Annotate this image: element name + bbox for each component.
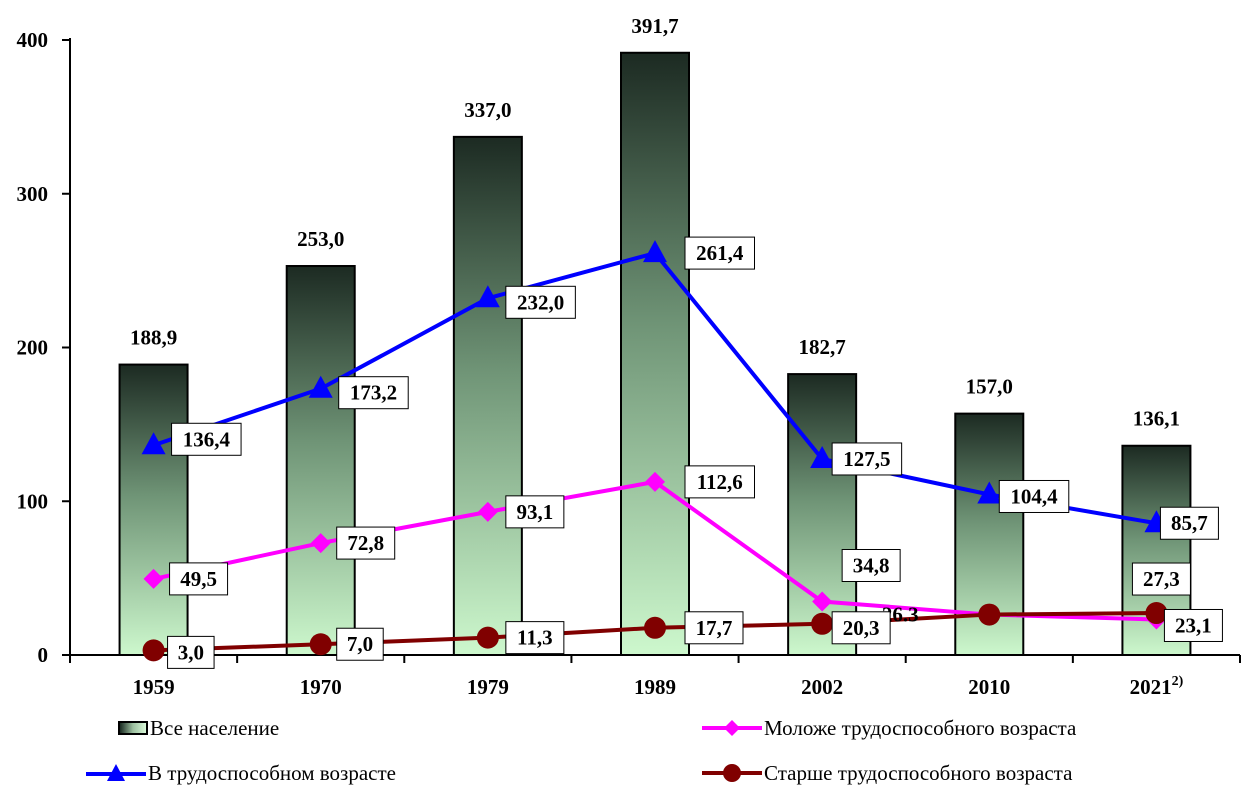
point-label-box <box>171 422 242 456</box>
point-label-box <box>169 562 229 596</box>
point-label-box <box>684 611 744 645</box>
point-label-text: 112,6 <box>697 470 743 494</box>
y-tick-label: 400 <box>17 28 49 52</box>
point-label-box <box>841 548 901 582</box>
series-point <box>142 639 165 662</box>
y-tick-label: 0 <box>38 643 49 667</box>
point-label-box <box>336 627 384 661</box>
series-point <box>309 633 332 656</box>
point-label-text: 3,0 <box>178 640 204 664</box>
point-value-label: 34,8 <box>841 548 901 582</box>
point-label-text: 34,8 <box>853 553 890 577</box>
point-label-box <box>505 285 576 319</box>
point-label-text: 261,4 <box>696 241 744 265</box>
point-value-label: 85,7 <box>1159 506 1219 540</box>
point-label-box <box>831 442 903 476</box>
y-tick-label: 200 <box>17 336 49 360</box>
point-label-box <box>831 611 891 645</box>
series-point <box>475 285 500 308</box>
series-point <box>643 240 667 263</box>
bar <box>452 135 523 657</box>
y-tick-label: 100 <box>17 489 49 513</box>
bar <box>118 363 189 656</box>
point-label-box <box>505 495 565 529</box>
x-tick-label: 1979 <box>467 675 509 699</box>
point-label-box <box>505 621 565 655</box>
bar <box>285 265 356 656</box>
point-label-text: 23,1 <box>1175 613 1212 637</box>
series-point <box>977 481 1002 504</box>
series-point <box>644 616 666 639</box>
bar-value-label: 136,1 <box>1133 407 1180 431</box>
point-label-text: 20,3 <box>843 616 880 640</box>
point-label-text: 173,2 <box>350 381 397 405</box>
point-label-text: 17,7 <box>696 616 733 640</box>
series-point <box>978 603 1001 626</box>
point-value-label: 112,6 <box>684 465 755 499</box>
point-value-label: 104,4 <box>998 479 1070 513</box>
bar-value-label: 337,0 <box>464 98 511 122</box>
point-label-box <box>1131 562 1191 596</box>
point-value-label: 7,0 <box>336 627 384 661</box>
bar-value-label: 157,0 <box>966 375 1013 399</box>
series-point <box>811 612 834 635</box>
x-tick-label: 1989 <box>634 675 676 699</box>
series-point <box>143 568 164 589</box>
point-label-text: 85,7 <box>1171 511 1208 535</box>
point-value-label: 127,5 <box>831 442 903 476</box>
series-point <box>476 626 499 649</box>
point-value-label: 49,5 <box>169 562 229 596</box>
x-tick-label: 1970 <box>300 675 342 699</box>
x-tick-label: 2002 <box>801 675 843 699</box>
series-point <box>1145 602 1168 625</box>
point-label-text: 72,8 <box>347 531 384 555</box>
series-point <box>645 471 665 492</box>
point-label-box <box>1163 608 1223 642</box>
point-label-text: 93,1 <box>516 500 553 524</box>
point-label-box <box>338 376 409 410</box>
point-label-text: 49,5 <box>180 567 217 591</box>
point-value-label: 17,7 <box>684 611 744 645</box>
point-value-label: 11,3 <box>505 621 565 655</box>
y-tick-label: 300 <box>17 182 49 206</box>
point-label-text: 11,3 <box>517 626 553 650</box>
bar-value-label: 188,9 <box>130 326 177 350</box>
point-value-label: 23,1 <box>1163 608 1223 642</box>
point-value-label: 93,1 <box>505 495 565 529</box>
point-label-box <box>998 479 1070 513</box>
series-point <box>812 591 833 612</box>
point-label-text: 104,4 <box>1010 484 1058 508</box>
bar-value-label: 253,0 <box>297 227 344 251</box>
point-label-text: 136,4 <box>183 427 231 451</box>
bar <box>620 51 690 657</box>
series-point <box>477 501 498 522</box>
series-point <box>141 432 166 455</box>
x-tick-label: 1959 <box>133 675 175 699</box>
point-label-text: 7,0 <box>347 632 373 656</box>
point-value-label: 20,3 <box>831 611 891 645</box>
point-label-text: 232,0 <box>517 290 564 314</box>
series-point <box>308 375 333 398</box>
point-label-box <box>1159 506 1219 540</box>
point-value-label: 72,8 <box>336 526 396 560</box>
point-label-box <box>684 465 755 499</box>
point-value-label: 27,3 <box>1131 562 1191 596</box>
point-label-box <box>336 526 396 560</box>
point-value-label: 136,4 <box>171 422 242 456</box>
point-label-box <box>167 635 215 669</box>
x-tick-label: 2010 <box>968 675 1010 699</box>
point-value-label: 3,0 <box>167 635 215 669</box>
bar-value-label: 182,7 <box>799 335 846 359</box>
point-value-label: 261,4 <box>684 236 755 270</box>
series-point <box>310 533 331 554</box>
series-point <box>810 445 835 468</box>
bar-value-label: 391,7 <box>631 14 678 38</box>
point-value-label: 232,0 <box>505 285 576 319</box>
point-label-text: 127,5 <box>843 447 890 471</box>
x-tick-label: 20212) <box>1130 674 1184 699</box>
point-label-box <box>684 236 755 270</box>
point-value-label: 173,2 <box>338 376 409 410</box>
point-label-text: 27,3 <box>1143 567 1180 591</box>
